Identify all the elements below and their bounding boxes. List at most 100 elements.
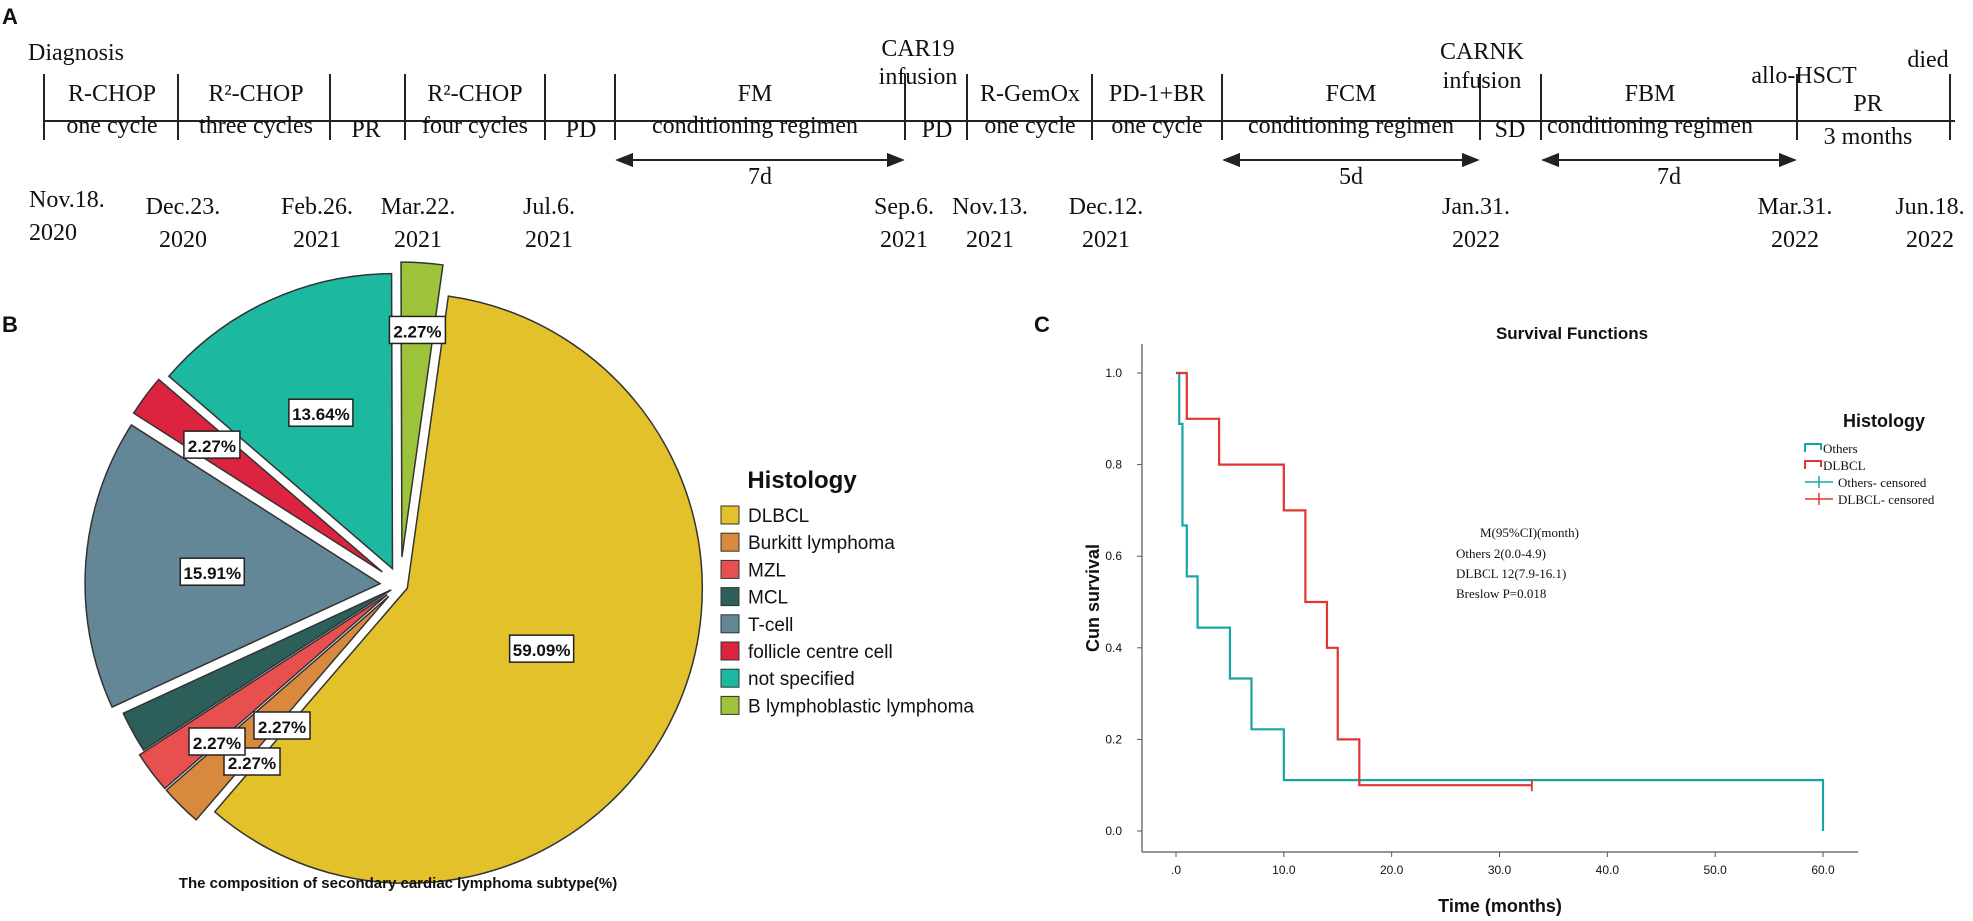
- date-label: Jan.31.: [1442, 194, 1510, 220]
- event-label: infusion: [879, 64, 958, 90]
- date-label: 2021: [880, 227, 928, 253]
- treatment-timeline: R-CHOP one cycle R²-CHOP three cycles PR R²-C…: [28, 36, 1965, 253]
- phase-label: FBM: [1625, 81, 1676, 107]
- phase-label: SD: [1495, 117, 1526, 143]
- km-series-others: [1176, 371, 1825, 831]
- km-x-label: Time (months): [1438, 896, 1562, 916]
- phase-label: 3 months: [1824, 124, 1913, 150]
- date-label: Mar.31.: [1758, 194, 1833, 220]
- phase-label: conditioning regimen: [652, 113, 858, 139]
- pie-legend-label: MZL: [748, 560, 786, 581]
- pie-legend-label: MCL: [748, 588, 788, 609]
- pie-value-label: 15.91%: [183, 564, 241, 583]
- km-legend-title: Histology: [1843, 411, 1925, 431]
- km-stats-row: Others 2(0.0-4.9): [1456, 546, 1546, 561]
- pie-legend-title: Histology: [747, 467, 857, 494]
- pie-label-box: [508, 634, 575, 663]
- km-y-tick-label: 0.2: [1105, 732, 1122, 746]
- pie-label-box: [179, 557, 246, 586]
- date-label: Jun.18.: [1895, 194, 1964, 220]
- pie-legend-swatch: [720, 505, 740, 525]
- diagnosis-label: Diagnosis: [28, 40, 124, 66]
- pie-legend-label: Burkitt lymphoma: [748, 533, 895, 554]
- km-legend-label: Others- censored: [1838, 475, 1927, 490]
- km-stats-header: M(95%CI)(month): [1480, 525, 1579, 540]
- km-legend-label: Others: [1823, 441, 1858, 456]
- km-x-tick-label: .0: [1171, 863, 1181, 877]
- date-label: 2021: [1082, 227, 1130, 253]
- date-label: Nov.18.: [29, 187, 105, 213]
- date-label: Feb.26.: [281, 194, 353, 220]
- pie-legend-label: DLBCL: [748, 506, 809, 527]
- km-title: Survival Functions: [1496, 324, 1648, 343]
- phase-label: conditioning regimen: [1248, 113, 1454, 139]
- pie-value-label: 2.27%: [393, 322, 441, 341]
- pie-value-label: 2.27%: [228, 754, 276, 773]
- duration-label: 7d: [748, 164, 772, 190]
- survival-chart: .0 10.0 20.0 30.0 40.0 50.0 60.0 0.0 0.2 0.4 0.6 0.…: [1083, 324, 1935, 916]
- pie-title: The composition of secondary cardiac lym…: [179, 875, 617, 892]
- date-label: Dec.23.: [146, 194, 221, 220]
- pie-legend-label: follicle centre cell: [748, 642, 893, 663]
- phase-label: one cycle: [66, 113, 157, 139]
- phase-label: PD: [922, 117, 953, 143]
- date-label: 2021: [525, 227, 573, 253]
- phase-label: PD: [566, 117, 597, 143]
- km-legend-label: DLBCL: [1823, 458, 1866, 473]
- km-series-dlbcl: [1176, 371, 1532, 787]
- km-stats-row: Breslow P=0.018: [1456, 586, 1546, 601]
- phase-label: one cycle: [1111, 113, 1202, 139]
- km-legend-label: DLBCL- censored: [1838, 492, 1935, 507]
- date-label: 2021: [293, 227, 341, 253]
- pie-label-box: [388, 315, 447, 345]
- panel-a-label: A: [2, 4, 18, 29]
- pie-value-label: 2.27%: [258, 718, 306, 737]
- km-y-tick-label: 0.6: [1105, 549, 1122, 563]
- pie-legend-label: not specified: [748, 669, 855, 690]
- phase-label: four cycles: [422, 113, 528, 139]
- pie-legend-swatch: [720, 587, 740, 607]
- km-y-tick-label: 0.4: [1105, 641, 1122, 655]
- km-x-tick-label: 50.0: [1703, 863, 1727, 877]
- duration-label: 5d: [1339, 164, 1363, 190]
- pie-label-box: [183, 430, 241, 459]
- phase-label: R²-CHOP: [427, 81, 522, 107]
- km-y-label: Cun survival: [1083, 544, 1103, 652]
- date-label: 2022: [1906, 227, 1954, 253]
- km-y-tick-label: 0.8: [1105, 458, 1122, 472]
- pie-legend-swatch: [720, 532, 740, 552]
- km-legend-step-swatch: [1804, 443, 1822, 452]
- phase-label: PD-1+BR: [1109, 81, 1205, 107]
- date-label: 2022: [1452, 227, 1500, 253]
- duration-label: 7d: [1657, 164, 1681, 190]
- km-x-tick-label: 30.0: [1488, 863, 1512, 877]
- km-legend-step-swatch: [1804, 460, 1822, 469]
- phase-label: three cycles: [199, 113, 313, 139]
- km-x-tick-label: 60.0: [1811, 863, 1835, 877]
- pie-value-label: 2.27%: [188, 437, 236, 456]
- pie-label-box: [188, 727, 246, 756]
- phase-label: R-CHOP: [68, 81, 156, 107]
- date-label: Mar.22.: [381, 194, 456, 220]
- pie-legend-swatch: [720, 695, 740, 715]
- panel-c-label: C: [1034, 312, 1050, 337]
- date-label: Nov.13.: [952, 194, 1028, 220]
- pie-slice: [167, 272, 394, 571]
- km-stats-row: DLBCL 12(7.9-16.1): [1456, 566, 1566, 581]
- pie-legend-swatch: [720, 614, 740, 634]
- pie-legend-swatch: [720, 559, 740, 579]
- pie-label-box: [288, 398, 354, 427]
- phase-label: PR: [1853, 91, 1882, 117]
- pie-slice: [213, 295, 704, 885]
- pie-legend-swatch: [720, 641, 740, 661]
- died-label: died: [1907, 47, 1948, 73]
- pie-value-label: 13.64%: [292, 405, 350, 424]
- pie-slice: [165, 595, 390, 821]
- km-x-tick-label: 20.0: [1380, 863, 1404, 877]
- km-y-tick-label: 0.0: [1105, 824, 1122, 838]
- phase-label: PR: [351, 117, 380, 143]
- event-label: infusion: [1443, 68, 1522, 94]
- phase-label: conditioning regimen: [1547, 113, 1753, 139]
- pie-legend-swatch: [720, 668, 740, 688]
